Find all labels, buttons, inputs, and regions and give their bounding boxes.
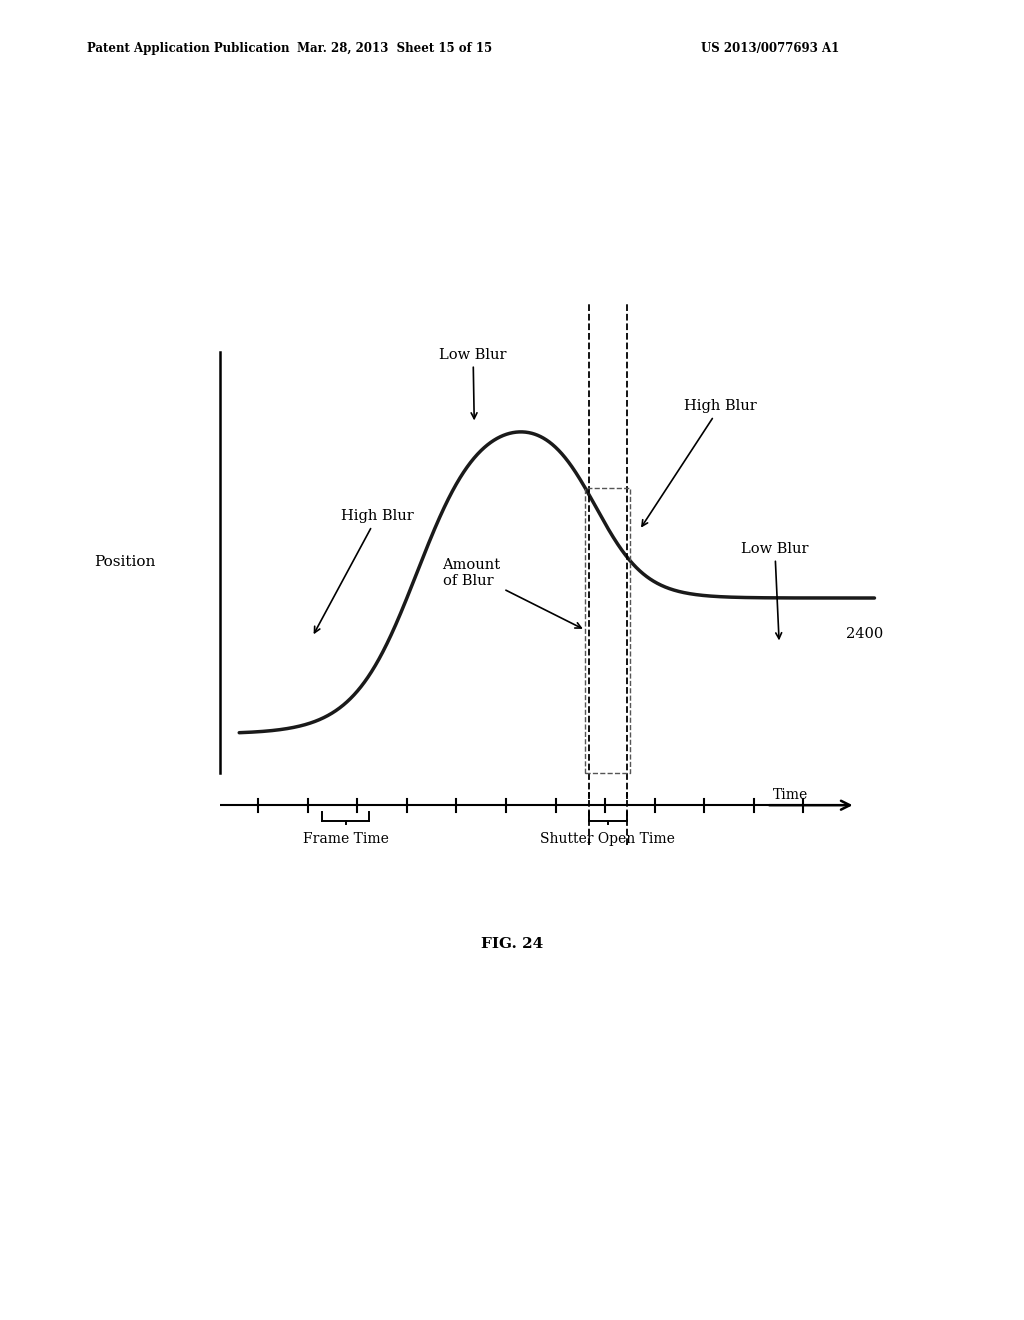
Text: Low Blur: Low Blur [439, 347, 507, 418]
Text: Mar. 28, 2013  Sheet 15 of 15: Mar. 28, 2013 Sheet 15 of 15 [297, 42, 492, 55]
Text: High Blur: High Blur [314, 510, 414, 632]
Text: US 2013/0077693 A1: US 2013/0077693 A1 [701, 42, 840, 55]
Text: Patent Application Publication: Patent Application Publication [87, 42, 290, 55]
Text: 2400: 2400 [846, 627, 883, 640]
Text: High Blur: High Blur [642, 400, 757, 527]
Text: Amount
of Blur: Amount of Blur [442, 558, 582, 628]
Text: Frame Time: Frame Time [303, 832, 388, 846]
Text: FIG. 24: FIG. 24 [481, 937, 543, 952]
Text: Low Blur: Low Blur [741, 541, 809, 639]
Text: Position: Position [94, 556, 156, 569]
Text: Shutter Open Time: Shutter Open Time [541, 832, 675, 846]
Text: Time: Time [773, 788, 808, 801]
